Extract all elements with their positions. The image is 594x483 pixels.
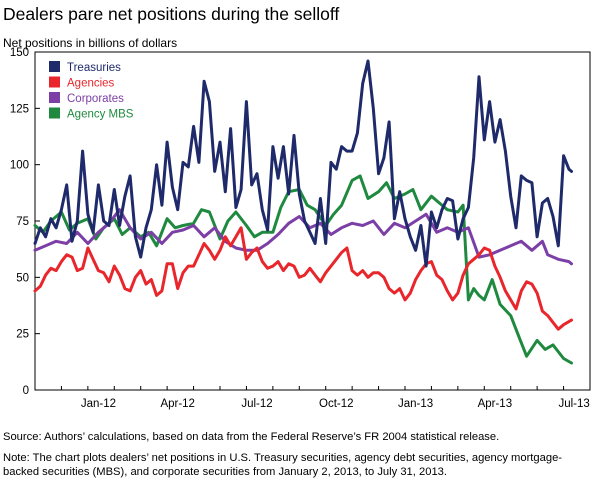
x-axis: Jan-12 Apr-12 Jul-12 Oct-12 Jan-13 Apr-13 Jul-… (34, 386, 591, 410)
chart-note: Note: The chart plots dealers’ net posit… (3, 452, 563, 478)
chart-title: Dealers pare net positions during the se… (3, 4, 340, 24)
x-tick-label: Oct-12 (319, 398, 354, 410)
legend: Treasuries Agencies Corporates Agency MBS (49, 61, 134, 121)
legend-swatch (49, 61, 60, 72)
x-tick-label: Jan-12 (81, 398, 116, 410)
legend-swatch (49, 76, 60, 88)
x-tick-label: Apr-12 (160, 398, 195, 410)
legend-swatch (49, 107, 60, 119)
x-tick-label: Jul-13 (558, 398, 589, 410)
source-note: Source: Authors’ calculations, based on … (3, 431, 500, 443)
x-tick-label: Jan-13 (398, 398, 433, 410)
y-tick-label: 150 (10, 47, 29, 59)
y-tick-label: 25 (16, 329, 29, 341)
y-tick-label: 0 (23, 385, 29, 397)
y-axis: 0 25 50 75 100 125 150 (10, 47, 40, 397)
y-tick-label: 100 (10, 160, 29, 172)
y-tick-label: 50 (16, 272, 29, 284)
series-line-treasuries (33, 59, 573, 268)
y-tick-label: 75 (16, 216, 29, 228)
series-line-agencies (33, 226, 573, 331)
x-tick-label: Jul-12 (241, 398, 272, 410)
series-line-corporates (33, 208, 573, 266)
legend-label: Treasuries (67, 62, 121, 74)
series-lines (33, 59, 573, 365)
legend-label: Agencies (67, 78, 115, 90)
legend-label: Corporates (67, 93, 124, 105)
legend-swatch (49, 92, 60, 103)
series-line-agency-mbs (33, 174, 573, 365)
y-tick-label: 125 (10, 103, 29, 115)
line-chart: 0 25 50 75 100 125 150 Jan-12 Apr-12 Jul-12 Oct-1… (10, 47, 591, 410)
legend-label: Agency MBS (67, 109, 134, 121)
y-axis-label: Net positions in billions of dollars (3, 36, 178, 50)
x-tick-label: Apr-13 (478, 398, 513, 410)
